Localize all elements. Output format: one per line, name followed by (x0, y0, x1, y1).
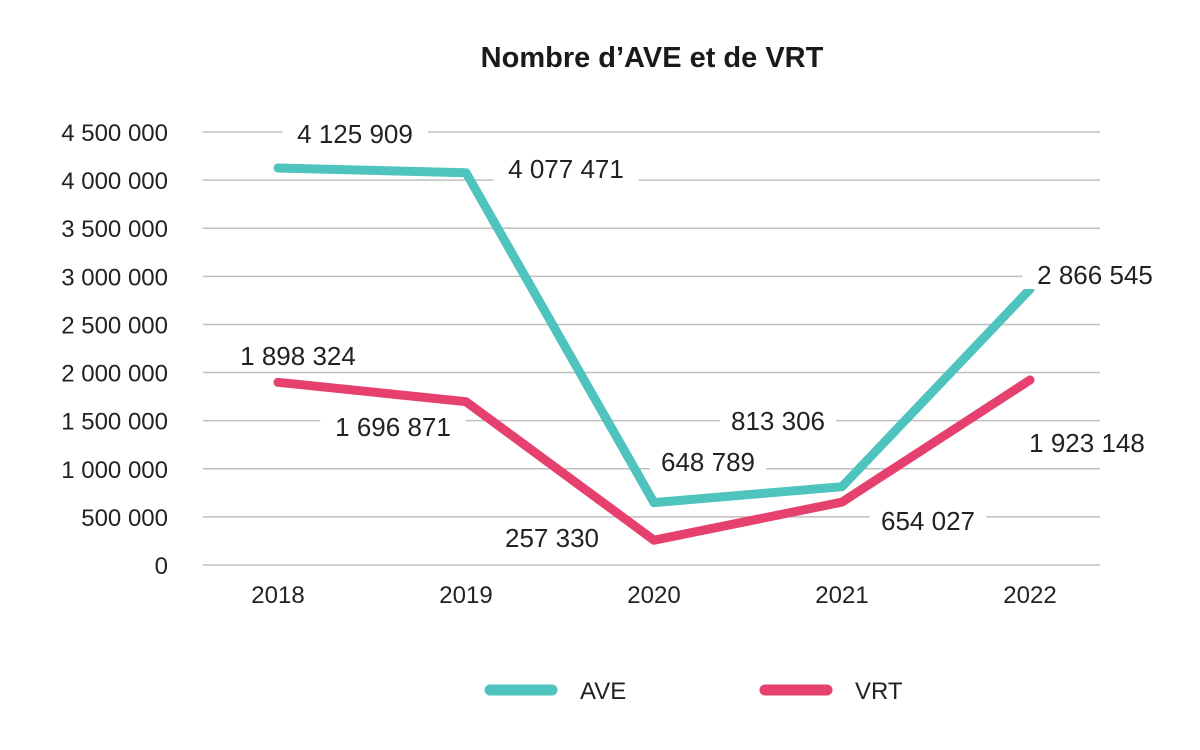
data-label-background (719, 401, 837, 435)
data-label-background (282, 114, 428, 148)
chart-title: Nombre d’AVE et de VRT (481, 42, 824, 74)
data-label-background (1022, 255, 1168, 289)
legend-label-vrt: VRT (855, 678, 903, 705)
y-tick-label: 1 000 000 (61, 457, 168, 484)
data-label-background (1014, 423, 1160, 457)
data-label-vrt: 1 898 324 (240, 341, 356, 371)
y-tick-label: 4 000 000 (61, 168, 168, 195)
data-label-vrt: 654 027 (881, 506, 975, 536)
data-label-background (649, 442, 767, 476)
x-tick-label: 2020 (627, 582, 680, 609)
y-tick-label: 2 500 000 (61, 312, 168, 339)
data-labels: 4 125 909 4 077 471 648 789 813 306 2 866 54… (225, 114, 1168, 553)
data-label-ave: 4 125 909 (297, 119, 413, 149)
data-label-background (493, 518, 611, 552)
y-tick-label: 2 000 000 (61, 361, 168, 388)
y-tick-label: 3 500 000 (61, 216, 168, 243)
x-axis-ticks: 2018 2019 2020 2021 2022 (251, 582, 1056, 609)
series-lines (273, 163, 1035, 545)
data-label-ave: 648 789 (661, 447, 755, 477)
data-label-background (493, 149, 639, 183)
x-tick-label: 2018 (251, 582, 304, 609)
y-tick-label: 1 500 000 (61, 409, 168, 436)
x-tick-label: 2022 (1003, 582, 1056, 609)
data-label-background (320, 407, 466, 441)
series-line-vrt (273, 375, 1035, 545)
y-tick-label: 3 000 000 (61, 264, 168, 291)
data-label-vrt: 1 696 871 (335, 412, 451, 442)
data-label-background (869, 501, 987, 535)
x-tick-label: 2019 (439, 582, 492, 609)
data-label-ave: 813 306 (731, 406, 825, 436)
y-tick-label: 500 000 (81, 505, 168, 532)
data-label-vrt: 1 923 148 (1029, 428, 1145, 458)
x-tick-label: 2021 (815, 582, 868, 609)
data-label-ave: 2 866 545 (1037, 260, 1153, 290)
data-label-ave: 4 077 471 (508, 154, 624, 184)
series-line-ave (273, 163, 1035, 508)
data-label-vrt: 257 330 (505, 523, 599, 553)
y-axis-ticks: 0 500 000 1 000 000 1 500 000 2 000 000 2 500… (61, 120, 168, 580)
y-tick-label: 0 (155, 553, 168, 580)
legend-label-ave: AVE (580, 678, 626, 705)
y-tick-label: 4 500 000 (61, 120, 168, 147)
legend: AVE VRT (484, 678, 903, 705)
data-label-background (225, 336, 371, 370)
